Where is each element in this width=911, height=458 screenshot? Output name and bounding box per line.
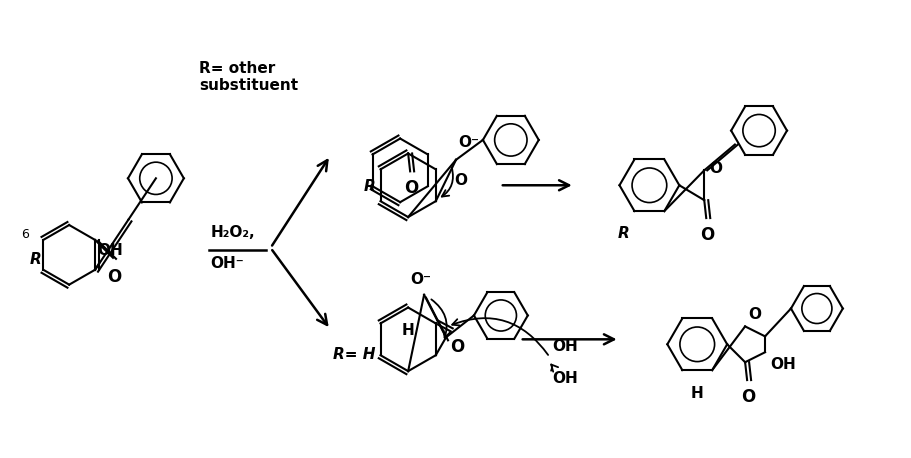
Text: OH: OH: [553, 371, 578, 386]
Text: O: O: [748, 307, 761, 322]
Text: R= H: R= H: [333, 347, 376, 362]
Text: 6: 6: [21, 229, 29, 241]
Text: O: O: [454, 173, 466, 188]
Text: O: O: [404, 179, 418, 197]
Text: R= other: R= other: [199, 61, 275, 76]
Text: OH⁻: OH⁻: [210, 256, 244, 271]
Text: O⁻: O⁻: [458, 135, 479, 150]
Text: O: O: [701, 226, 714, 244]
Text: H: H: [402, 323, 415, 338]
Text: H₂O₂,: H₂O₂,: [210, 225, 255, 240]
Text: O: O: [741, 388, 755, 406]
Text: R: R: [363, 179, 375, 194]
Text: O: O: [107, 268, 121, 286]
Text: OH: OH: [97, 243, 123, 258]
Text: OH: OH: [553, 339, 578, 354]
Text: O: O: [710, 161, 722, 176]
Text: O: O: [451, 338, 465, 356]
Text: OH: OH: [770, 357, 796, 372]
Text: O⁻: O⁻: [411, 272, 432, 287]
Text: R: R: [618, 226, 630, 241]
Text: H: H: [691, 386, 703, 401]
Text: R: R: [29, 252, 41, 267]
Text: substituent: substituent: [199, 78, 298, 93]
